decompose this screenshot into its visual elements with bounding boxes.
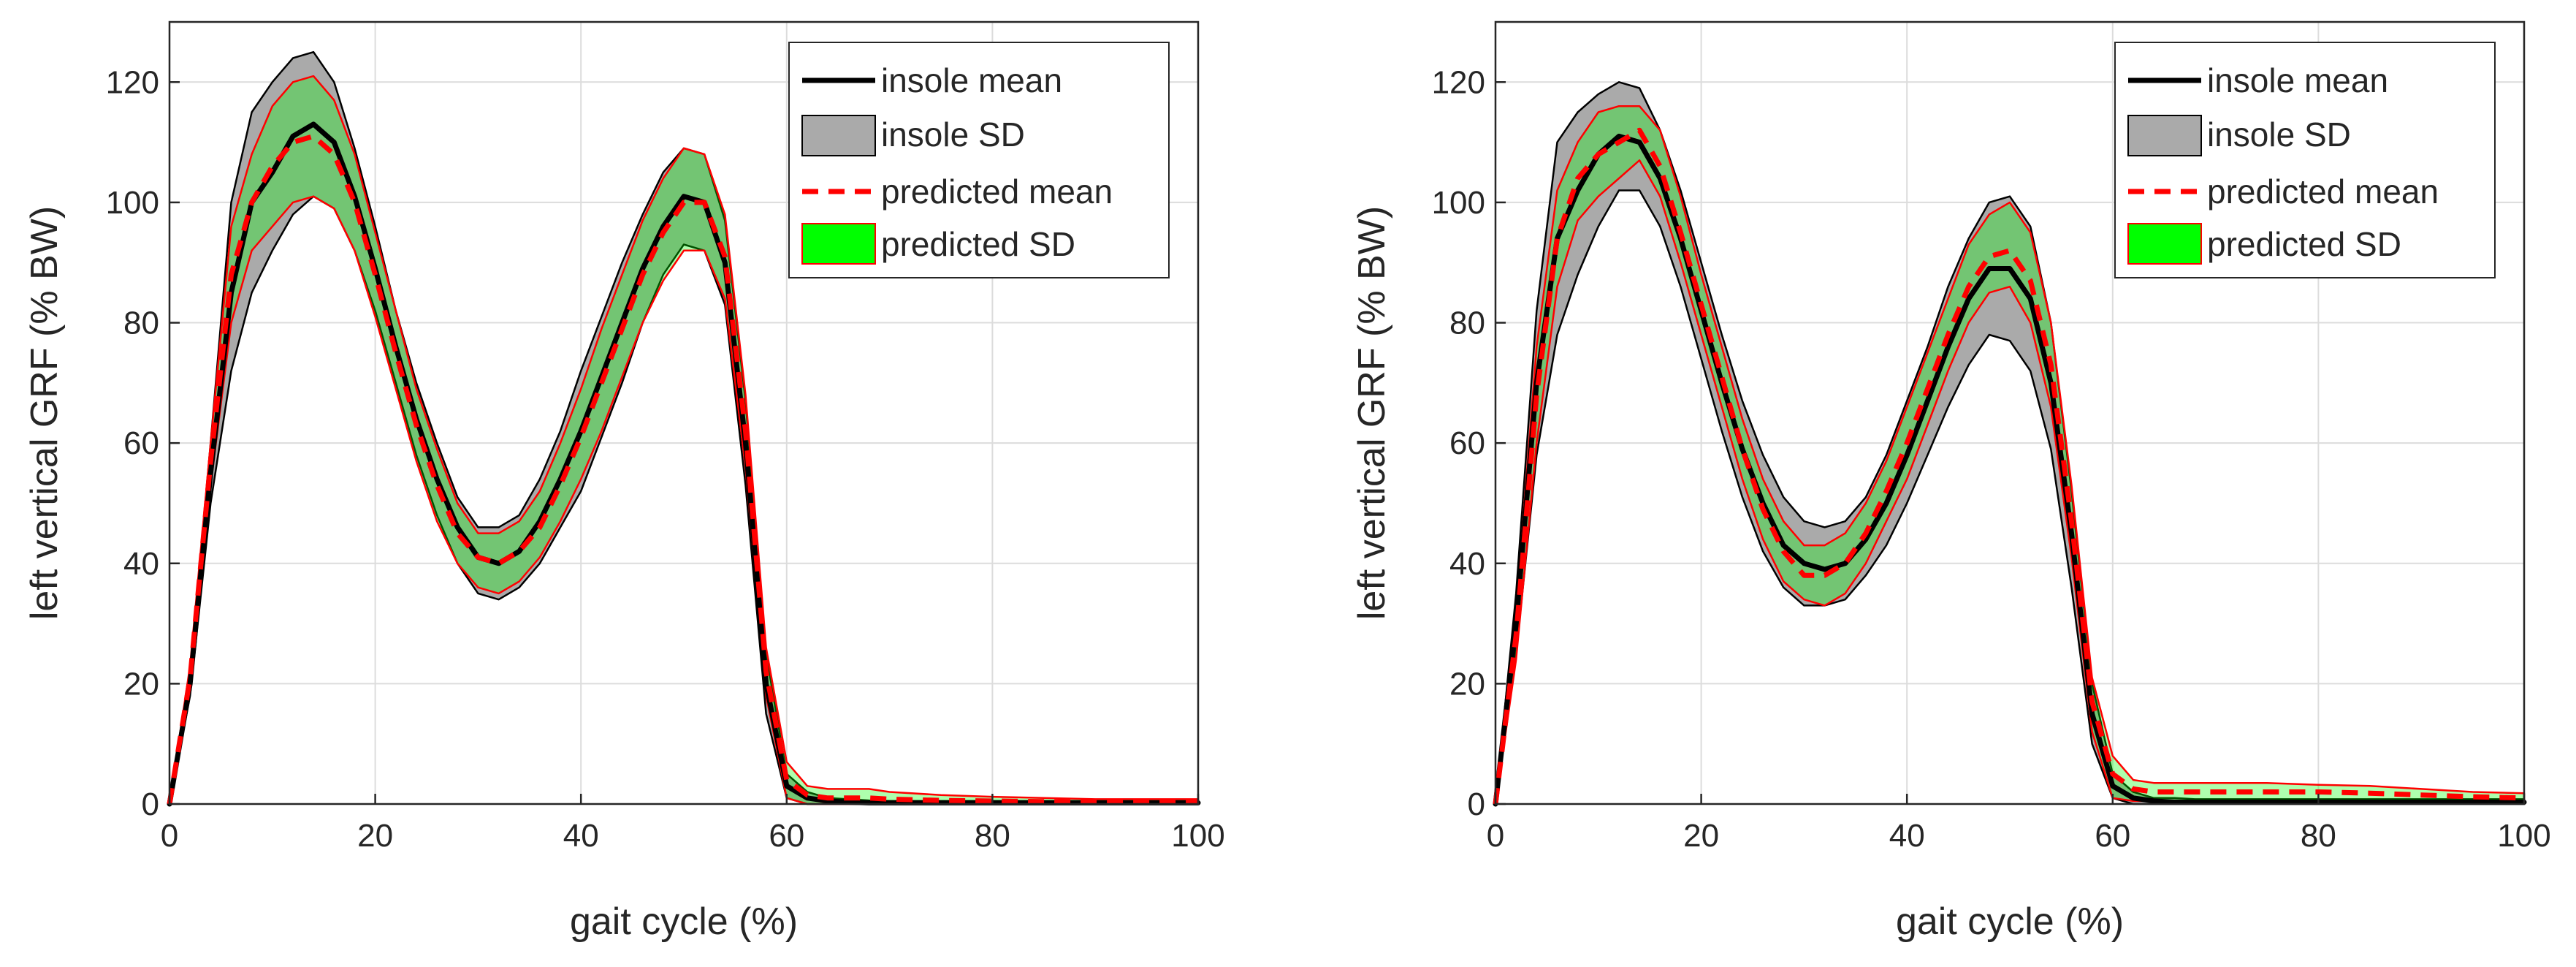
right-legend-predicted-sd: predicted SD <box>2207 225 2401 263</box>
right-x-axis-label: gait cycle (%) <box>1896 900 2124 943</box>
right-ticks: 0 20 40 60 80 100 0 20 40 60 80 100 120 <box>1432 64 2551 854</box>
right-xtick-label-0: 0 <box>1487 818 1504 854</box>
left-legend-insole-sd: insole SD <box>881 115 1025 153</box>
left-predicted-mean-line <box>167 133 1198 805</box>
right-xtick-label-100: 100 <box>2497 818 2550 854</box>
left-legend-predicted-mean: predicted mean <box>881 172 1113 211</box>
right-legend-predicted-mean: predicted mean <box>2207 172 2439 211</box>
right-ytick-label-60: 60 <box>1449 425 1485 461</box>
left-legend: insole mean insole SD predicted mean pre… <box>788 42 1170 278</box>
left-ytick-label-0: 0 <box>142 786 159 822</box>
right-predicted-mean-line <box>1493 127 2525 805</box>
panel-left: 0 20 40 60 80 100 0 20 40 60 80 100 120 gait cycle (… <box>23 20 1225 943</box>
left-xtick-label-100: 100 <box>1171 818 1224 854</box>
right-legend-predicted-sd-swatch <box>2127 223 2202 265</box>
right-ytick-label-100: 100 <box>1432 185 1485 221</box>
right-xtick-label-80: 80 <box>2301 818 2336 854</box>
right-insole-mean-line <box>1493 133 2527 807</box>
left-xtick-label-60: 60 <box>769 818 804 854</box>
right-xtick-label-20: 20 <box>1683 818 1719 854</box>
right-y-axis-label: left vertical GRF (% BW) <box>1351 206 1393 620</box>
right-legend-insole-sd-swatch <box>2127 115 2202 156</box>
right-legend-insole-mean: insole mean <box>2207 61 2388 99</box>
left-ytick-label-100: 100 <box>106 185 159 221</box>
left-xtick-label-0: 0 <box>161 818 178 854</box>
right-ytick-label-80: 80 <box>1449 306 1485 341</box>
left-y-axis-label: left vertical GRF (% BW) <box>23 206 66 620</box>
left-legend-predicted-sd: predicted SD <box>881 225 1075 263</box>
left-legend-predicted-sd-swatch <box>801 223 876 265</box>
left-legend-insole-sd-swatch <box>801 115 876 156</box>
right-axes-box <box>1494 20 2526 805</box>
left-ticks: 0 20 40 60 80 100 0 20 40 60 80 100 120 <box>106 64 1225 854</box>
right-ytick-label-0: 0 <box>1468 786 1485 822</box>
left-ytick-label-120: 120 <box>106 64 159 100</box>
right-ytick-label-40: 40 <box>1449 546 1485 582</box>
right-legend: insole mean insole SD predicted mean pre… <box>2114 42 2496 278</box>
left-ytick-label-20: 20 <box>123 666 159 702</box>
right-legend-insole-sd: insole SD <box>2207 115 2351 153</box>
left-xtick-label-40: 40 <box>563 818 599 854</box>
right-xtick-label-40: 40 <box>1889 818 1925 854</box>
left-data <box>167 50 1201 807</box>
left-xtick-label-20: 20 <box>357 818 393 854</box>
left-xtick-label-80: 80 <box>975 818 1010 854</box>
left-ytick-label-60: 60 <box>123 425 159 461</box>
left-ytick-label-80: 80 <box>123 306 159 341</box>
panel-right: 0 20 40 60 80 100 0 20 40 60 80 100 120 gait cycle (… <box>1351 20 2551 943</box>
left-axes-box <box>168 20 1200 805</box>
right-xtick-label-60: 60 <box>2095 818 2130 854</box>
left-ytick-label-40: 40 <box>123 546 159 582</box>
right-ytick-label-20: 20 <box>1449 666 1485 702</box>
left-legend-insole-mean: insole mean <box>881 61 1062 99</box>
left-x-axis-label: gait cycle (%) <box>570 900 798 943</box>
right-ytick-label-120: 120 <box>1432 64 1485 100</box>
